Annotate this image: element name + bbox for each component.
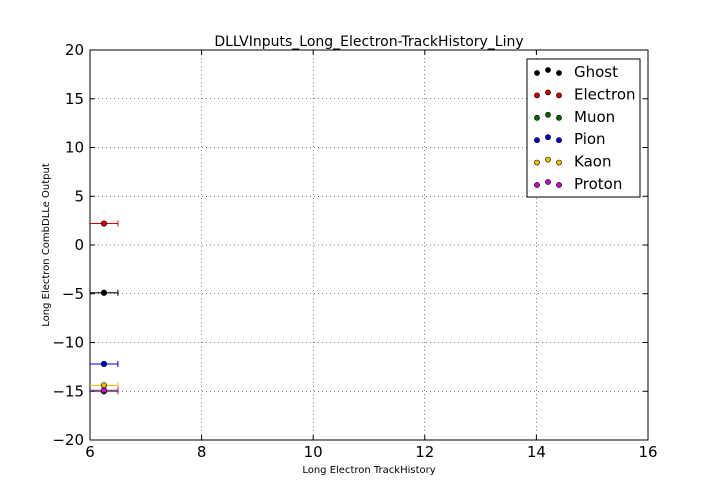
legend-label: Proton [574, 175, 622, 193]
y-tick-label: 0 [74, 236, 84, 254]
series-electron [90, 220, 119, 227]
x-tick-label: 12 [415, 443, 434, 461]
legend-marker [545, 179, 551, 185]
y-tick-label: 20 [65, 41, 84, 59]
x-tick-label: 6 [85, 443, 95, 461]
data-points [90, 220, 119, 395]
legend-label: Ghost [574, 63, 618, 81]
x-tick-label: 8 [197, 443, 207, 461]
legend-marker [556, 137, 562, 144]
series-pion [90, 360, 119, 368]
y-tick-label: 5 [74, 187, 84, 205]
legend-label: Electron [574, 85, 636, 103]
legend-marker [556, 159, 562, 166]
legend-marker [534, 137, 540, 144]
y-tick-label: 10 [65, 139, 84, 157]
data-point [100, 220, 108, 227]
legend-label: Muon [574, 108, 615, 126]
legend-marker [534, 114, 540, 121]
x-tick-label: 10 [304, 443, 323, 461]
series-proton [90, 387, 119, 394]
y-tick-label: −20 [52, 431, 84, 449]
x-axis-label: Long Electron TrackHistory [302, 465, 435, 476]
legend-marker [545, 67, 551, 73]
legend-item-ghost: Ghost [534, 63, 618, 81]
y-axis-label: Long Electron CombDLLe Output [41, 163, 52, 327]
data-point [100, 289, 108, 296]
legend-marker [556, 114, 562, 121]
legend-marker [545, 134, 551, 141]
y-tick-label: 15 [65, 90, 84, 108]
legend: Ghost Electron Muon Pion Kaon Proton [526, 58, 641, 198]
data-point [100, 387, 108, 394]
tick-labels: 6 8 10 12 14 16 20 15 10 5 0 −5 −10 −15 −20 [52, 41, 657, 461]
legend-label: Pion [574, 130, 606, 148]
y-tick-label: −15 [52, 382, 84, 400]
legend-label: Kaon [574, 153, 611, 171]
legend-item-proton: Proton [534, 175, 622, 193]
legend-items: Ghost Electron Muon Pion Kaon Proton [534, 63, 636, 193]
legend-marker [534, 159, 540, 166]
legend-item-kaon: Kaon [534, 153, 611, 171]
plot-frame [89, 49, 649, 441]
y-tick-label: −10 [52, 334, 84, 352]
y-tick-label: −5 [62, 285, 84, 303]
legend-marker [534, 70, 540, 76]
legend-marker [534, 92, 540, 99]
legend-marker [545, 89, 551, 96]
x-tick-label: 14 [527, 443, 546, 461]
legend-marker [556, 182, 562, 188]
legend-item-muon: Muon [534, 108, 615, 126]
data-point [100, 360, 108, 368]
legend-item-electron: Electron [534, 85, 636, 103]
x-tick-label: 16 [638, 443, 657, 461]
legend-marker [556, 92, 562, 99]
legend-item-pion: Pion [534, 130, 606, 148]
chart-title: DLLVInputs_Long_Electron-TrackHistory_Li… [214, 34, 523, 50]
legend-marker [556, 70, 562, 76]
legend-marker [545, 111, 551, 118]
legend-box [526, 58, 641, 198]
series-ghost [90, 289, 119, 296]
legend-marker [534, 182, 540, 188]
legend-marker [545, 156, 551, 163]
